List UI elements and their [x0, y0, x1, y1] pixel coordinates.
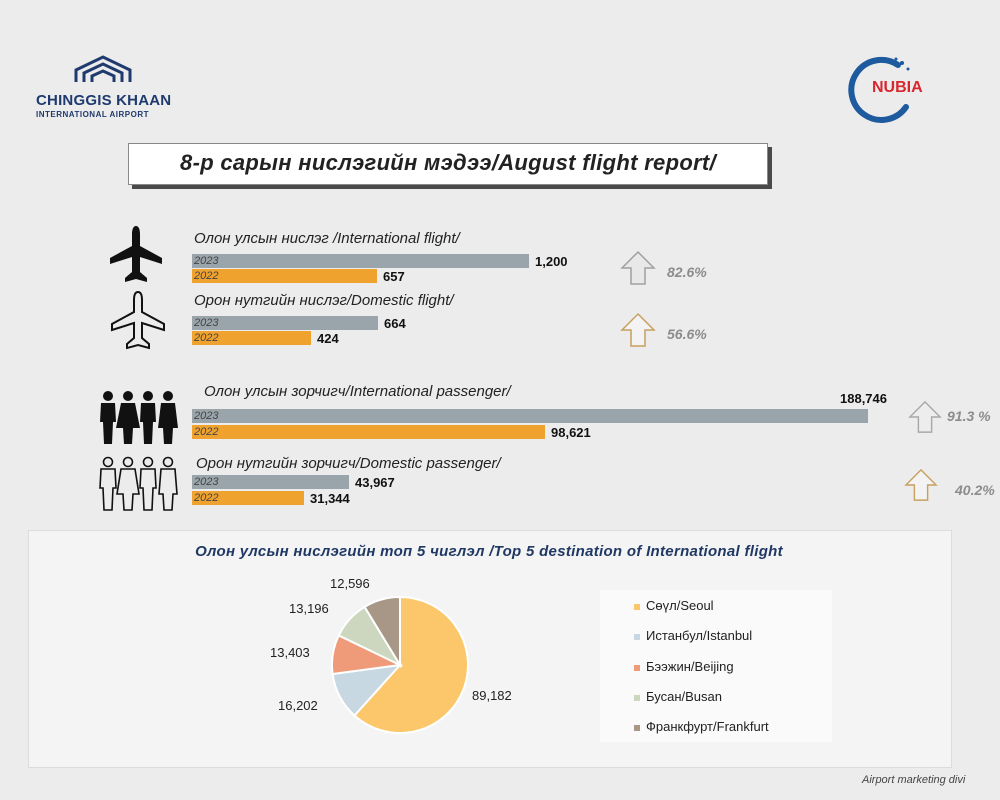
nubia-text: NUBIA	[872, 79, 923, 96]
bar-2023-intl-passenger: 2023	[192, 409, 868, 423]
people-outline-icon	[99, 456, 178, 511]
report-title-box: 8-р сарын нислэгийн мэдээ/August flight …	[128, 143, 768, 185]
category-label-intl-flight: Олон улсын нислэг /International flight/	[194, 230, 460, 247]
pie-value-label: 16,202	[278, 698, 318, 713]
top-destinations-pie	[331, 595, 469, 734]
year-label: 2023	[194, 317, 219, 329]
bar-value-2022-intl-passenger: 98,621	[551, 425, 591, 440]
category-label-dom-passenger: Орон нутгийн зорчигч/Domestic passenger/	[196, 455, 501, 472]
legend-label: Сөүл/Seoul	[646, 598, 714, 613]
bar-2023-dom-flight: 2023	[192, 316, 378, 330]
logo-subtitle: INTERNATIONAL AIRPORT	[36, 110, 150, 119]
pie-value-label: 12,596	[330, 576, 370, 591]
year-label: 2023	[194, 255, 219, 267]
people-filled-icon	[100, 391, 178, 444]
change-percent-intl-flight: 82.6%	[667, 264, 707, 280]
change-percent-intl-passenger: 91.3 %	[947, 408, 991, 424]
year-label: 2023	[194, 410, 219, 422]
year-label: 2022	[194, 332, 219, 344]
pie-value-label: 89,182	[472, 688, 512, 703]
bar-value-2022-dom-passenger: 31,344	[310, 491, 350, 506]
pie-value-label: 13,403	[270, 645, 310, 660]
legend-label: Бээжин/Beijing	[646, 659, 734, 674]
year-label: 2023	[194, 476, 219, 488]
nubia-logo: NUBIA	[848, 55, 948, 125]
airplane-outline-icon	[111, 290, 165, 350]
year-label: 2022	[194, 426, 219, 438]
bar-2022-intl-passenger: 2022	[192, 425, 545, 439]
bar-value-2023-intl-passenger: 188,746	[840, 391, 887, 406]
chinggis-khaan-logo: CHINGGIS KHAAN INTERNATIONAL AIRPORT	[30, 52, 180, 122]
increase-arrow-icon	[620, 312, 656, 347]
change-percent-dom-passenger: 40.2%	[955, 482, 995, 498]
pie-legend: Сөүл/Seoul Истанбул/Istanbul Бээжин/Beij…	[600, 590, 832, 742]
legend-swatch	[634, 604, 640, 610]
bar-2023-intl-flight: 2023	[192, 254, 529, 268]
legend-label: Франкфурт/Frankfurt	[646, 719, 769, 734]
bar-value-2023-intl-flight: 1,200	[535, 254, 568, 269]
bar-2022-dom-passenger: 2022	[192, 491, 304, 505]
increase-arrow-icon	[904, 468, 938, 501]
increase-arrow-icon	[620, 250, 656, 285]
bar-2022-intl-flight: 2022	[192, 269, 377, 283]
legend-swatch	[634, 634, 640, 640]
bar-value-2023-dom-flight: 664	[384, 316, 406, 331]
bar-value-2023-dom-passenger: 43,967	[355, 475, 395, 490]
pie-value-label: 13,196	[289, 601, 329, 616]
pie-slice	[353, 595, 469, 734]
airplane-filled-icon	[110, 226, 162, 282]
airport-emblem-icon	[74, 55, 132, 82]
increase-arrow-icon	[908, 400, 942, 433]
bar-value-2022-intl-flight: 657	[383, 269, 405, 284]
category-label-intl-passenger: Олон улсын зорчигч/International passeng…	[204, 383, 511, 400]
legend-swatch	[634, 725, 640, 731]
pie-chart-title: Олон улсын нислэгийн топ 5 чиглэл /Top 5…	[195, 543, 783, 560]
footer-credit: Airport marketing divi	[862, 774, 966, 786]
legend-swatch	[634, 665, 640, 671]
report-title: 8-р сарын нислэгийн мэдээ/August flight …	[180, 150, 716, 175]
pie-slice	[363, 595, 401, 669]
change-percent-dom-flight: 56.6%	[667, 326, 707, 342]
bar-2023-dom-passenger: 2023	[192, 475, 349, 489]
legend-label: Истанбул/Istanbul	[646, 628, 753, 643]
legend-swatch	[634, 695, 640, 701]
nubia-swirl-icon	[848, 56, 910, 123]
legend-label: Бусан/Busan	[646, 689, 722, 704]
bar-2022-dom-flight: 2022	[192, 331, 311, 345]
logo-name: CHINGGIS KHAAN	[36, 92, 172, 109]
bar-value-2022-dom-flight: 424	[317, 331, 339, 346]
category-label-dom-flight: Орон нутгийн нислэг/Domestic flight/	[194, 292, 454, 309]
year-label: 2022	[194, 270, 219, 282]
year-label: 2022	[194, 492, 219, 504]
